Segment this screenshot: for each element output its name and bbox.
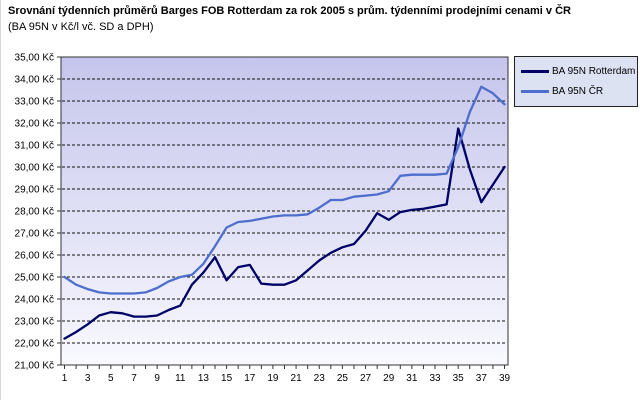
x-axis-labels: 1 3 5 7 9 11 13 15 17 19 21 23 25 27 29 31 33 35 37 39 bbox=[62, 365, 511, 384]
y-tick-label: 22,00 Kč bbox=[15, 339, 54, 350]
x-tick-label: 23 bbox=[314, 373, 326, 384]
gridlines bbox=[62, 78, 507, 344]
y-tick-label: 35,00 Kč bbox=[15, 53, 54, 64]
y-tick-label: 29,00 Kč bbox=[15, 185, 54, 196]
x-tick-label: 5 bbox=[108, 373, 114, 384]
x-tick-label: 17 bbox=[244, 373, 256, 384]
page-subtitle: (BA 95N v Kč/l vč. SD a DPH) bbox=[8, 21, 154, 33]
legend-label-rotterdam: BA 95N Rotterdam bbox=[552, 65, 636, 77]
x-tick-label: 33 bbox=[429, 373, 441, 384]
legend-line-swatch-cr bbox=[521, 90, 549, 94]
x-tick-label: 9 bbox=[154, 373, 160, 384]
y-tick-label: 26,00 Kč bbox=[15, 251, 54, 262]
y-tick-label: 24,00 Kč bbox=[15, 295, 54, 306]
legend-item-cr: BA 95N ČR bbox=[517, 84, 635, 100]
x-tick-label: 3 bbox=[85, 373, 91, 384]
legend-line-swatch-rotterdam bbox=[521, 69, 549, 73]
y-tick-label: 32,00 Kč bbox=[15, 119, 54, 130]
x-tick-label: 37 bbox=[476, 373, 488, 384]
x-tick-label: 13 bbox=[198, 373, 210, 384]
x-tick-label: 27 bbox=[360, 373, 372, 384]
y-tick-label: 25,00 Kč bbox=[15, 273, 54, 284]
series-line-rotterdam bbox=[63, 127, 506, 340]
x-tick-label: 39 bbox=[499, 373, 511, 384]
y-tick-label: 23,00 Kč bbox=[15, 317, 54, 328]
x-tick-label: 21 bbox=[291, 373, 303, 384]
x-tick-label: 35 bbox=[453, 373, 465, 384]
y-tick-label: 21,00 Kč bbox=[15, 361, 54, 372]
x-tick-label: 31 bbox=[406, 373, 418, 384]
x-tick-label: 1 bbox=[62, 373, 68, 384]
y-tick-label: 28,00 Kč bbox=[15, 207, 54, 218]
y-tick-label: 34,00 Kč bbox=[15, 75, 54, 86]
y-tick-label: 33,00 Kč bbox=[15, 97, 54, 108]
x-tick-label: 29 bbox=[383, 373, 395, 384]
x-tick-label: 15 bbox=[221, 373, 233, 384]
legend-item-rotterdam: BA 95N Rotterdam bbox=[517, 63, 635, 79]
y-axis-labels: 35,00 Kč 34,00 Kč 33,00 Kč 32,00 Kč 31,00 Kč… bbox=[15, 53, 61, 372]
x-tick-label: 25 bbox=[337, 373, 349, 384]
y-tick-label: 27,00 Kč bbox=[15, 229, 54, 240]
chart-legend: BA 95N Rotterdam BA 95N ČR bbox=[514, 56, 638, 107]
page-title: Srovnání týdenních průměrů Barges FOB Ro… bbox=[8, 5, 571, 17]
x-tick-label: 7 bbox=[131, 373, 137, 384]
x-tick-label: 11 bbox=[175, 373, 186, 384]
y-tick-label: 30,00 Kč bbox=[15, 163, 54, 174]
x-tick-label: 19 bbox=[267, 373, 279, 384]
series-line-cr bbox=[63, 85, 506, 295]
y-tick-label: 31,00 Kč bbox=[15, 141, 54, 152]
legend-label-cr: BA 95N ČR bbox=[552, 86, 604, 98]
